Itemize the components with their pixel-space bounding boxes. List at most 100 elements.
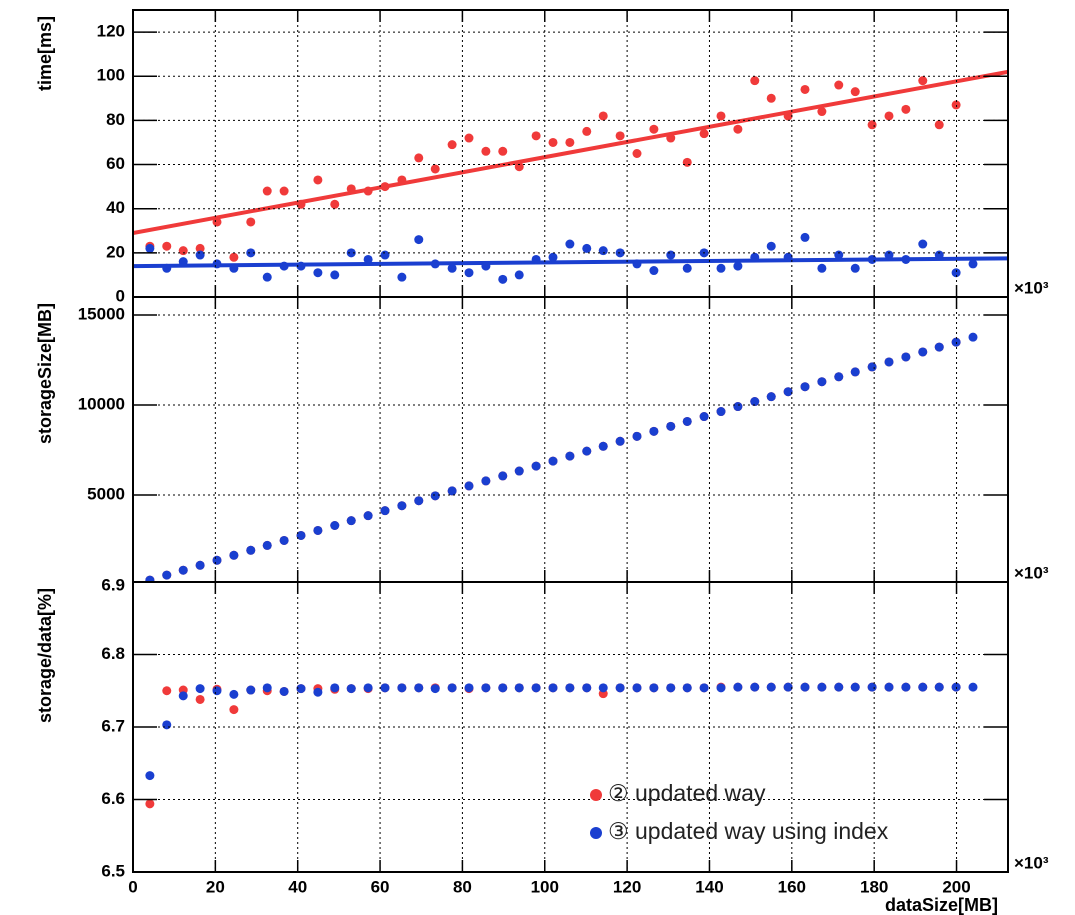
data-point — [733, 402, 743, 412]
data-point — [178, 565, 188, 575]
data-point — [229, 705, 239, 715]
data-point — [397, 501, 407, 511]
data-point — [279, 186, 289, 196]
data-point — [649, 683, 659, 693]
data-point — [766, 93, 776, 103]
legend-marker — [590, 789, 602, 801]
data-point — [481, 146, 491, 156]
data-point — [464, 268, 474, 278]
data-point — [934, 250, 944, 260]
data-point — [212, 217, 222, 227]
data-point — [313, 687, 323, 697]
x-exponent: ×10³ — [1014, 563, 1049, 582]
data-point — [380, 506, 390, 516]
data-point — [850, 263, 860, 273]
y-tick-label: 0 — [116, 286, 125, 305]
legend-label: ③ updated way using index — [608, 818, 889, 844]
data-point — [548, 137, 558, 147]
data-point — [481, 683, 491, 693]
data-point — [145, 771, 155, 781]
data-point — [363, 511, 373, 521]
data-point — [363, 683, 373, 693]
data-point — [817, 107, 827, 117]
data-point — [380, 250, 390, 260]
x-tick-label: 0 — [128, 877, 137, 896]
data-point — [649, 266, 659, 276]
data-point — [279, 261, 289, 271]
data-point — [464, 481, 474, 491]
data-point — [682, 263, 692, 273]
data-point — [682, 683, 692, 693]
data-point — [178, 257, 188, 267]
data-point — [716, 263, 726, 273]
data-point — [598, 683, 608, 693]
data-point — [430, 491, 440, 501]
data-point — [783, 252, 793, 262]
data-point — [363, 254, 373, 264]
data-point — [481, 476, 491, 486]
data-point — [531, 131, 541, 141]
plot-frame — [132, 296, 1009, 583]
data-point — [162, 570, 172, 580]
data-point — [901, 352, 911, 362]
y-tick-label: 6.7 — [101, 716, 125, 735]
data-point — [548, 683, 558, 693]
data-point — [800, 232, 810, 242]
data-point — [296, 530, 306, 540]
data-point — [800, 382, 810, 392]
plot-area — [133, 69, 1008, 284]
y-tick-label: 6.6 — [101, 789, 125, 808]
data-point — [498, 471, 508, 481]
y-tick-label: 60 — [106, 154, 125, 173]
data-point — [313, 525, 323, 535]
data-point — [632, 149, 642, 158]
data-point — [145, 799, 155, 809]
data-point — [430, 259, 440, 269]
data-point — [615, 683, 625, 693]
y-tick-label: 6.5 — [101, 861, 125, 880]
data-point — [430, 684, 440, 694]
data-point — [498, 146, 508, 156]
y-tick-label: 15000 — [78, 304, 125, 323]
data-point — [918, 347, 928, 357]
data-point — [430, 164, 440, 174]
data-point — [817, 682, 827, 692]
data-point — [582, 683, 592, 693]
data-point — [867, 682, 877, 692]
data-point — [397, 175, 407, 185]
data-point — [296, 199, 306, 209]
data-point — [968, 259, 978, 269]
x-tick-label: 120 — [613, 877, 641, 896]
data-point — [666, 133, 676, 143]
data-point — [330, 199, 340, 209]
data-point — [565, 451, 575, 461]
data-point — [262, 683, 272, 693]
data-point — [313, 175, 323, 185]
x-exponent: ×10³ — [1014, 853, 1049, 872]
data-point — [330, 270, 340, 280]
data-point — [632, 259, 642, 269]
data-point — [229, 263, 239, 273]
y-tick-label: 6.9 — [101, 575, 125, 594]
data-point — [699, 683, 709, 693]
data-point — [951, 100, 961, 110]
y-tick-label: 10000 — [78, 395, 125, 414]
data-point — [313, 268, 323, 278]
data-point — [615, 436, 625, 446]
data-point — [195, 694, 205, 704]
y-tick-label: 5000 — [87, 485, 125, 504]
data-point — [397, 683, 407, 693]
y-axis-title: storage/data[%] — [35, 588, 55, 723]
data-point — [514, 683, 524, 693]
data-point — [414, 153, 424, 163]
data-point — [531, 254, 541, 264]
data-point — [582, 243, 592, 253]
data-point — [750, 682, 760, 692]
plot-area — [145, 332, 978, 582]
fit-line — [133, 69, 1008, 235]
x-tick-label: 80 — [453, 877, 472, 896]
y-tick-label: 20 — [106, 242, 125, 261]
data-point — [498, 274, 508, 284]
data-point — [733, 682, 743, 692]
data-point — [901, 254, 911, 264]
